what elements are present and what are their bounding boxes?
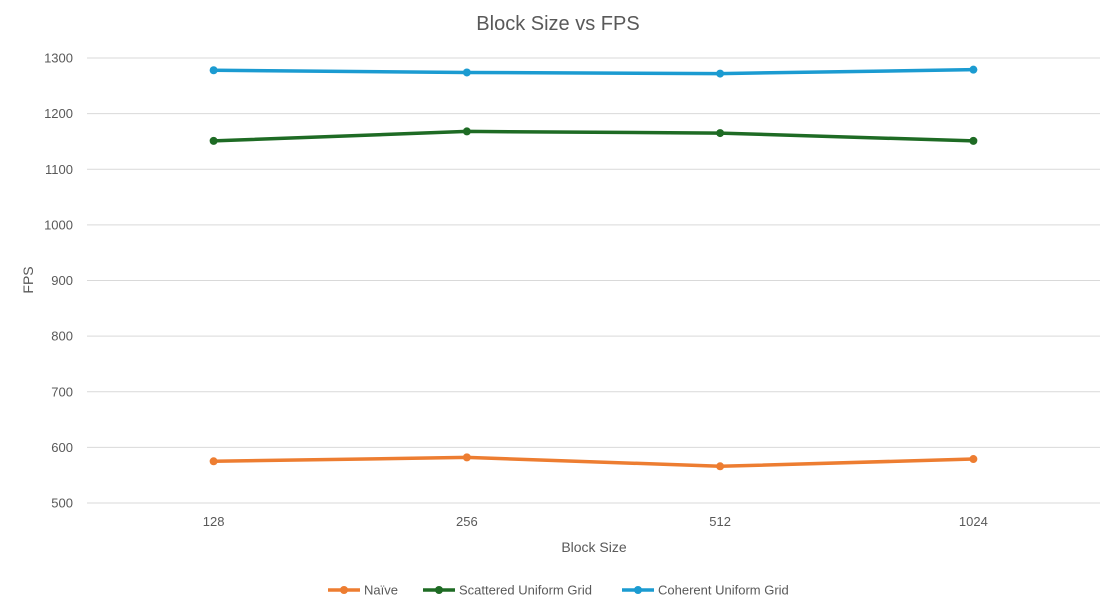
legend-marker	[340, 586, 348, 594]
y-tick-label: 1000	[44, 217, 73, 232]
legend-item: Scattered Uniform Grid	[423, 583, 592, 598]
gridlines	[87, 57, 1100, 504]
series-group	[209, 65, 978, 471]
data-point	[716, 69, 725, 78]
legend-marker	[435, 586, 443, 594]
data-point	[209, 136, 218, 145]
y-tick-label: 500	[51, 496, 73, 511]
data-point	[209, 66, 218, 75]
series-0	[209, 453, 978, 471]
data-point	[462, 127, 471, 136]
y-tick-label: 1200	[44, 106, 73, 121]
legend-item: Naïve	[328, 583, 398, 598]
series-line	[211, 129, 976, 143]
data-point	[716, 129, 725, 138]
y-tick-label: 1100	[45, 162, 73, 177]
x-axis-ticks: 128 256 512 1024	[203, 514, 988, 529]
y-tick-label: 600	[51, 440, 73, 455]
data-point	[969, 65, 978, 74]
chart-title: Block Size vs FPS	[476, 13, 639, 35]
legend-label: Coherent Uniform Grid	[658, 583, 789, 598]
y-tick-label: 700	[51, 384, 73, 399]
x-tick-label: 128	[203, 514, 225, 529]
series-line	[211, 455, 976, 469]
x-axis-title: Block Size	[561, 539, 627, 555]
x-tick-label: 256	[456, 514, 478, 529]
data-point	[462, 68, 471, 77]
y-tick-label: 900	[51, 273, 73, 288]
data-point	[209, 457, 218, 466]
y-tick-label: 800	[51, 329, 73, 344]
series-2	[209, 65, 978, 78]
data-point	[716, 462, 725, 471]
x-tick-label: 512	[709, 514, 731, 529]
series-1	[209, 127, 978, 145]
data-point	[462, 453, 471, 462]
legend: Naïve Scattered Uniform Grid Coherent Unif…	[328, 583, 789, 598]
legend-marker	[634, 586, 642, 594]
y-axis-ticks: 500 600 700 800 900 1000 1100 1200 1300	[44, 51, 73, 511]
y-axis-title: FPS	[20, 266, 36, 293]
y-tick-label: 1300	[44, 51, 73, 66]
series-line	[211, 67, 976, 76]
legend-label: Scattered Uniform Grid	[459, 583, 592, 598]
x-tick-label: 1024	[959, 514, 988, 529]
data-point	[969, 136, 978, 145]
data-point	[969, 455, 978, 464]
legend-item: Coherent Uniform Grid	[622, 583, 789, 598]
legend-label: Naïve	[364, 583, 398, 598]
